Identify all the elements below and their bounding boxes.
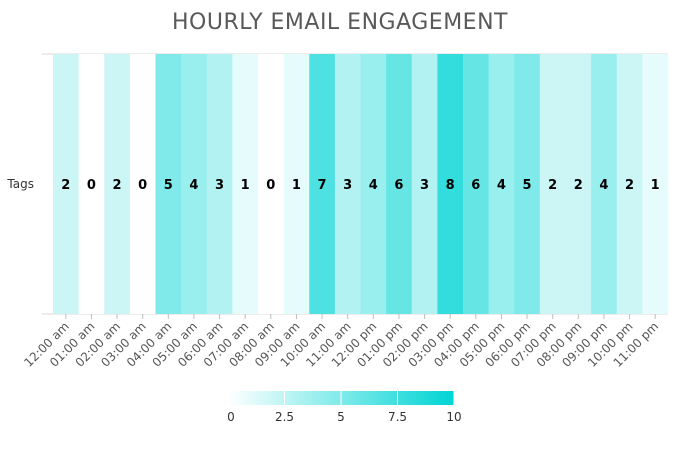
cell-value-label: 7 (318, 178, 327, 193)
legend-tick-label: 10 (446, 410, 461, 424)
heatmap-cell[interactable] (463, 54, 489, 314)
cell-value-label: 0 (87, 178, 96, 193)
heatmap-cell[interactable] (129, 54, 156, 314)
legend-tick-label: 2.5 (275, 410, 294, 424)
legend-tick-label: 7.5 (388, 410, 407, 424)
cell-value-label: 2 (113, 178, 122, 193)
heatmap-cell[interactable] (411, 54, 438, 314)
legend-tick-label: 0 (227, 410, 235, 424)
heatmap-cell[interactable] (334, 54, 361, 314)
cell-value-label: 0 (266, 178, 275, 193)
cell-value-label: 4 (369, 178, 378, 193)
heatmap-cell[interactable] (591, 54, 618, 314)
cell-value-label: 5 (523, 178, 532, 193)
cell-value-label: 8 (446, 178, 455, 193)
cell-value-label: 6 (394, 178, 403, 193)
heatmap-cell[interactable] (309, 54, 336, 314)
cell-value-label: 2 (548, 178, 557, 193)
y-tick-label: Tags (6, 177, 34, 191)
cell-value-label: 2 (61, 178, 70, 193)
cell-value-label: 1 (292, 178, 301, 193)
cell-value-label: 2 (625, 178, 634, 193)
heatmap-cell[interactable] (206, 54, 233, 314)
cell-value-label: 4 (189, 178, 198, 193)
heatmap-cell[interactable] (104, 54, 131, 314)
heatmap-cell[interactable] (258, 54, 284, 314)
heatmap-cell[interactable] (232, 54, 259, 314)
cell-value-label: 3 (420, 178, 429, 193)
heatmap-cell[interactable] (181, 54, 208, 314)
heatmap-cell[interactable] (514, 54, 541, 314)
cell-value-label: 3 (215, 178, 224, 193)
heatmap-cell[interactable] (386, 54, 413, 314)
heatmap-cell[interactable] (437, 54, 464, 314)
cell-value-label: 1 (651, 178, 660, 193)
cell-value-label: 1 (241, 178, 250, 193)
heatmap-cell[interactable] (78, 54, 105, 314)
cell-value-label: 4 (497, 178, 506, 193)
heatmap-cell[interactable] (565, 54, 592, 314)
cell-value-label: 4 (599, 178, 608, 193)
cell-value-label: 0 (138, 178, 147, 193)
heatmap-cell[interactable] (155, 54, 182, 314)
heatmap-cell[interactable] (488, 54, 515, 314)
heatmap-cell[interactable] (616, 54, 643, 314)
cell-value-label: 6 (471, 178, 480, 193)
heatmap-cell[interactable] (360, 54, 387, 314)
heatmap-cell[interactable] (283, 54, 310, 314)
heatmap-cell[interactable] (642, 54, 669, 314)
heatmap-cell[interactable] (539, 54, 566, 314)
heatmap-cell[interactable] (53, 54, 79, 314)
legend-tick-label: 5 (337, 410, 345, 424)
cell-value-label: 3 (343, 178, 352, 193)
cell-value-label: 5 (164, 178, 173, 193)
color-legend: 0 2.5 5 7.5 10 (227, 391, 462, 424)
cell-value-label: 2 (574, 178, 583, 193)
chart-title: HOURLY EMAIL ENGAGEMENT (172, 10, 508, 35)
